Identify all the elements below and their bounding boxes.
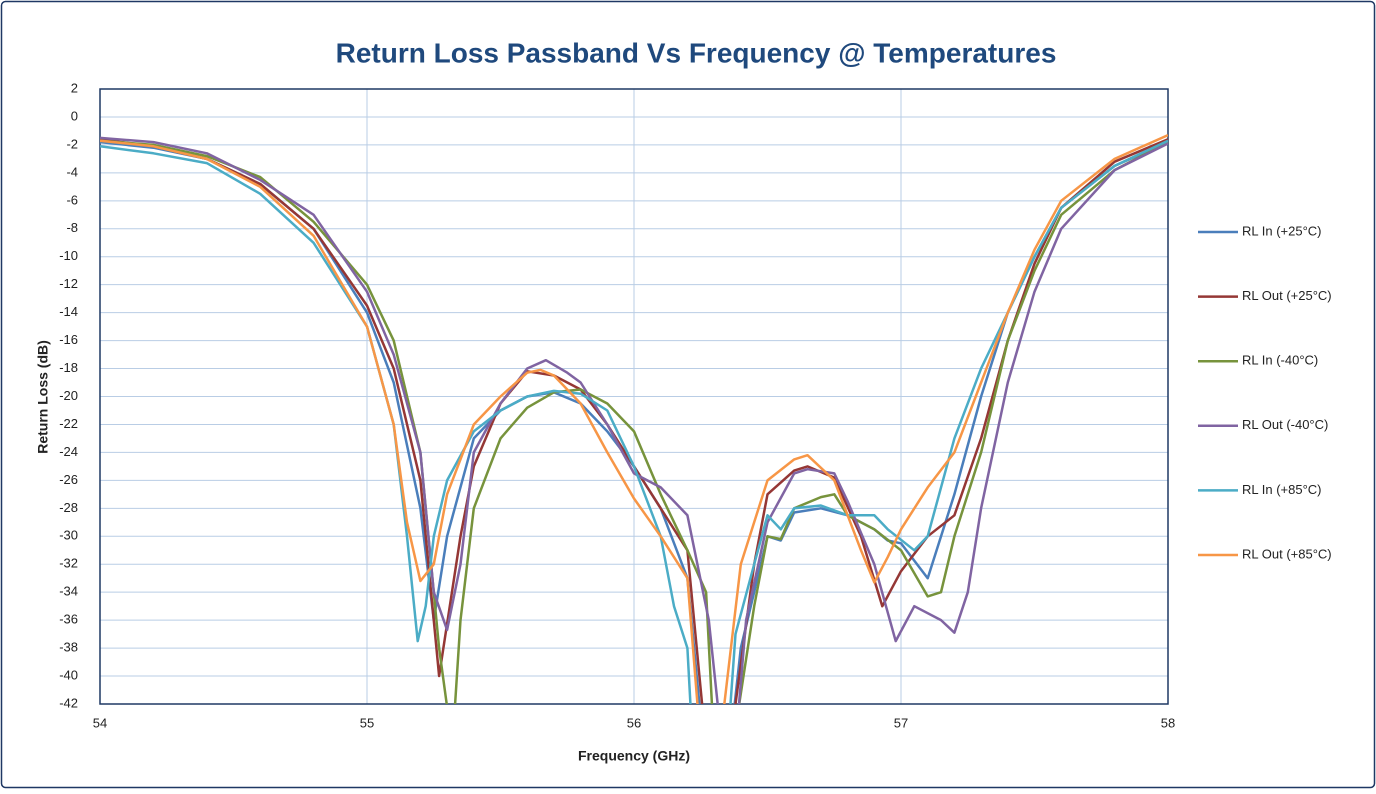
legend-label: RL Out (-40°C) — [1242, 417, 1328, 432]
y-tick-label: -10 — [59, 248, 78, 263]
y-tick-label: -8 — [66, 220, 78, 235]
y-tick-label: 2 — [71, 80, 78, 95]
y-tick-label: -14 — [59, 304, 78, 319]
x-tick-label: 56 — [627, 715, 641, 730]
y-axis-label: Return Loss (dB) — [35, 340, 51, 454]
legend-label: RL In (+25°C) — [1242, 223, 1322, 238]
legend-label: RL Out (+85°C) — [1242, 546, 1332, 561]
y-tick-label: -24 — [59, 444, 78, 459]
chart-title: Return Loss Passband Vs Frequency @ Temp… — [336, 37, 1057, 68]
y-tick-label: -26 — [59, 472, 78, 487]
series-line — [100, 139, 1168, 704]
y-tick-label: -16 — [59, 332, 78, 347]
y-tick-label: -12 — [59, 276, 78, 291]
plot-frame — [99, 88, 1169, 705]
legend-label: RL In (-40°C) — [1242, 353, 1318, 368]
x-tick-label: 57 — [894, 715, 908, 730]
y-tick-label: -18 — [59, 360, 78, 375]
y-tick-label: -40 — [59, 667, 78, 682]
y-tick-label: -38 — [59, 640, 78, 655]
legend-label: RL In (+85°C) — [1242, 482, 1322, 497]
series-line — [100, 138, 1168, 704]
y-tick-label: -36 — [59, 612, 78, 627]
x-tick-label: 54 — [93, 715, 107, 730]
y-tick-label: -30 — [59, 528, 78, 543]
series-line — [100, 136, 1168, 704]
y-tick-label: -22 — [59, 416, 78, 431]
y-tick-label: -6 — [66, 192, 78, 207]
series-line — [100, 133, 1168, 704]
x-tick-label: 58 — [1161, 715, 1175, 730]
legend-label: RL Out (+25°C) — [1242, 288, 1332, 303]
y-tick-label: -4 — [66, 164, 78, 179]
y-tick-label: -2 — [66, 136, 78, 151]
y-tick-label: -20 — [59, 388, 78, 403]
y-tick-label: -28 — [59, 500, 78, 515]
y-tick-label: -32 — [59, 556, 78, 571]
x-tick-label: 55 — [360, 715, 374, 730]
plot-lines — [100, 133, 1168, 704]
y-tick-label: -34 — [59, 584, 78, 599]
x-axis-label: Frequency (GHz) — [578, 748, 690, 764]
y-tick-label: 0 — [71, 108, 78, 123]
y-tick-label: -42 — [59, 695, 78, 710]
